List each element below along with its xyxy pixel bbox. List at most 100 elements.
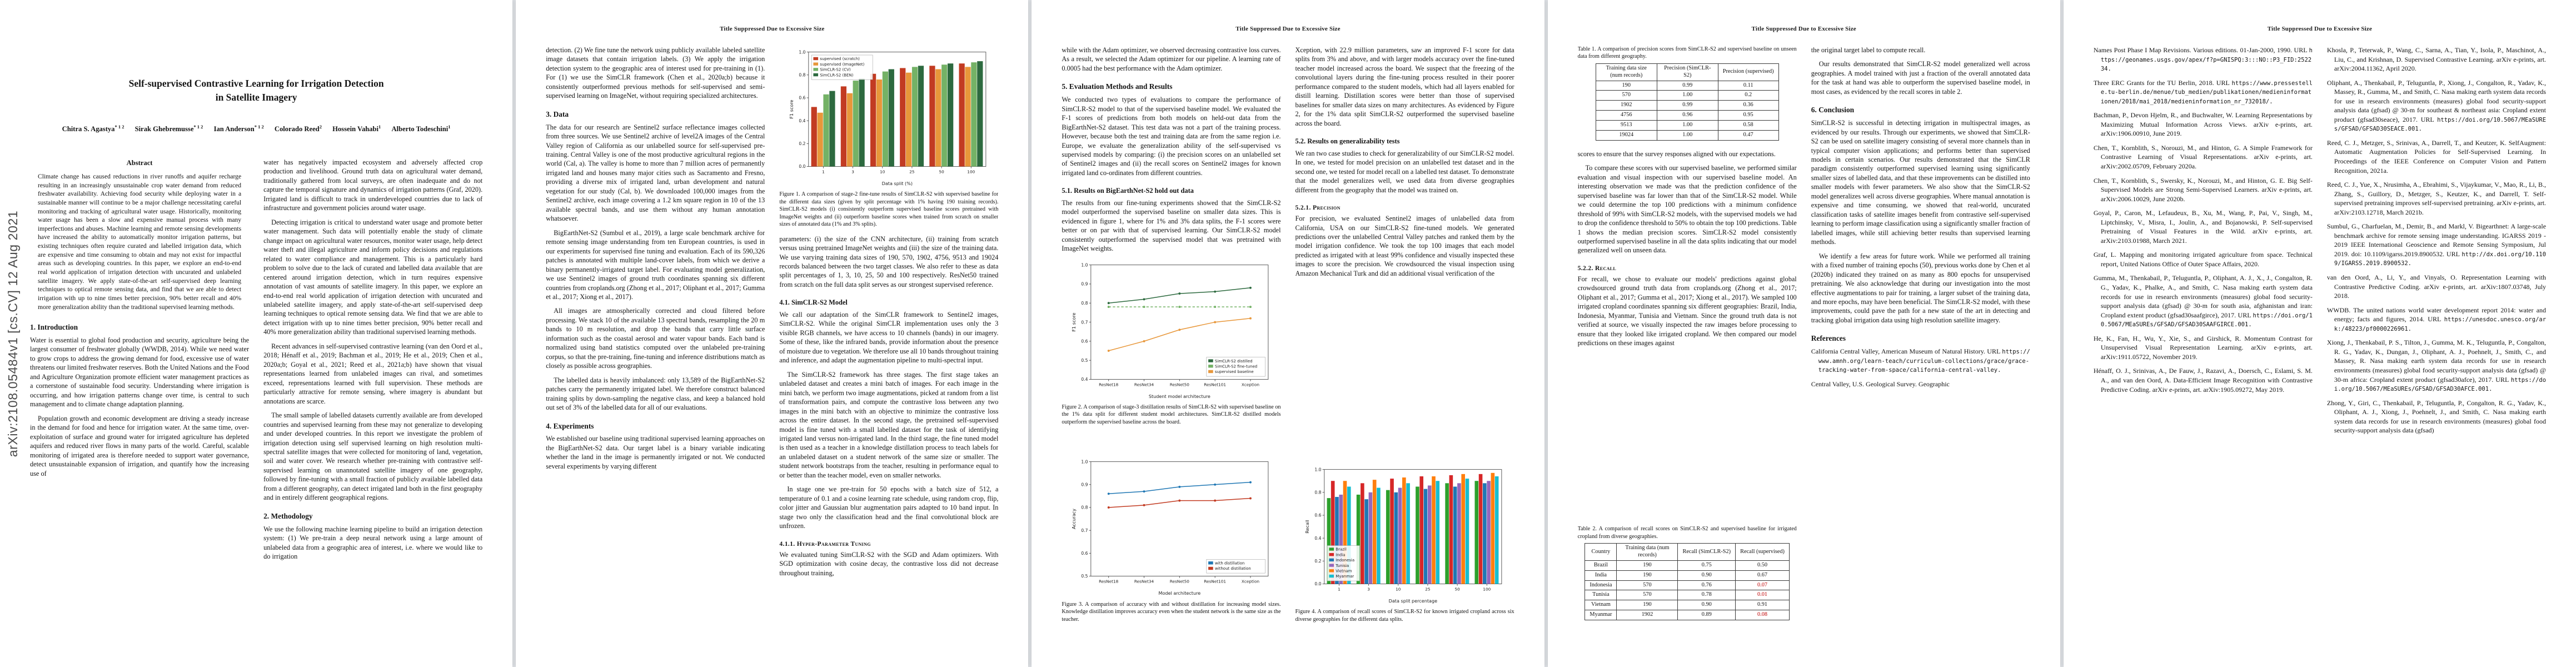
reference-entry: Names Post Phase I Map Revisions. Variou… <box>2094 46 2313 73</box>
paragraph: Water is essential to global food produc… <box>30 336 250 409</box>
reference-url-link[interactable]: https://doi.org/10.5067/MEaSUREs/GFSAD/G… <box>2334 116 2547 133</box>
table-cell: 1902 <box>1595 100 1657 111</box>
x-axis-label: Student model architecture <box>1149 394 1210 399</box>
bar-SimCLR-S2 (CV) <box>912 67 918 167</box>
reference-text: Chen, T., Kornblith, S., Swersky, K., No… <box>2093 176 2313 203</box>
paper-title: Self-supervised Contrastive Learning for… <box>30 77 482 105</box>
running-header: Title Suppressed Due to Excessive Size <box>2267 26 2373 32</box>
bar-Indonesia <box>1483 483 1487 584</box>
legend-swatch <box>1329 552 1334 556</box>
point-SimCLR-S2 distilled <box>1143 298 1145 301</box>
column-header: Recall (SimCLR-S2) <box>1677 543 1736 561</box>
figure-2: 0.4 0.5 0.6 0.7 0.8 0.9 1.0 ResNet18 ResNet34 Res… <box>1062 260 1281 426</box>
point-without distillation <box>1249 497 1252 500</box>
x-axis-label: Model architecture <box>1159 590 1201 596</box>
reference-text: Central Valley, U.S. Geological Survey. … <box>1811 380 1950 388</box>
bar-Vietnam <box>1402 477 1406 584</box>
reference-url-link[interactable]: https://www.pressestelle.tu-berlin.de/me… <box>2100 79 2313 105</box>
x-tick-label: 25 <box>909 169 915 174</box>
figure-2-caption: Figure 2. A comparison of stage-3 distil… <box>1062 404 1281 425</box>
reference-entry: WWDB. The united nations world water dev… <box>2327 306 2546 334</box>
paragraph: SimCLR-S2 is successful in detecting irr… <box>1811 119 2030 246</box>
author: Ian Anderson* 1 2 <box>214 124 264 133</box>
reference-url-link[interactable]: https://doi.org/10.5067/MEaSUREs/GFSAD/G… <box>2100 312 2313 328</box>
legend-label: with distillation <box>1215 561 1244 566</box>
y-tick-label: 0.4 <box>1082 377 1088 382</box>
legend-label: supervised baseline <box>1215 370 1254 374</box>
table-cell: 0.07 <box>1735 580 1790 591</box>
table-cell: 0.08 <box>1735 610 1790 620</box>
running-header: Title Suppressed Due to Excessive Size <box>1235 26 1341 32</box>
page5-left-column: Names Post Phase I Map Revisions. Variou… <box>2094 46 2313 629</box>
page-4: Title Suppressed Due to Excessive Size T… <box>1547 0 2060 667</box>
reference-url-link[interactable]: http://dx.doi.org/10.1109/IGARSS.2019.89… <box>2334 251 2547 267</box>
paragraph: All images are atmospherically corrected… <box>546 307 765 370</box>
point-SimCLR-S2 fine-tuned <box>1214 305 1217 308</box>
bar-Vietnam <box>1373 479 1377 584</box>
reference-entry: Xiong, J., Thenkabail, P. S., Tilton, J.… <box>2327 338 2546 393</box>
page3-right-column: Xception, with 22.9 million parameters, … <box>1296 46 1514 629</box>
y-tick-label: 0.5 <box>1082 574 1088 579</box>
column-header: Training data size (num records) <box>1595 63 1657 81</box>
table-cell: 0.95 <box>1717 110 1779 121</box>
bar-Vietnam <box>1432 476 1436 584</box>
figure-1-chart: 0.0 0.2 0.4 0.6 0.8 1.0 1 3 10 25 50 100 Data split … <box>787 47 991 188</box>
legend-label: Brazil <box>1336 547 1347 551</box>
reference-text: Reed, C. J., Metzger, S., Srinivas, A., … <box>2326 138 2547 175</box>
reference-entry: Oliphant, A., Thenkabail, P., Teluguntla… <box>2327 78 2546 133</box>
legend-label: Indonesia <box>1336 558 1355 563</box>
table-row: Vietnam 190 0.90 0.91 <box>1585 600 1790 611</box>
bar-SimCLR-S2 (BEN) <box>977 61 983 167</box>
section-heading-conclusion: 6. Conclusion <box>1811 106 1855 115</box>
table-cell: 0.2 <box>1717 90 1779 101</box>
point-supervised baseline <box>1249 317 1252 320</box>
table-row: Brazil 190 0.75 0.50 <box>1585 560 1790 571</box>
reference-url-link[interactable]: https://unesdoc.unesco.org/ark:/48223/pf… <box>2334 316 2547 332</box>
paragraph: Recent advances in self-supervised contr… <box>263 342 483 405</box>
section-heading-methodology: 2. Methodology <box>263 511 313 520</box>
reference-url-link[interactable]: https://geonames.usgs.gov/apex/f?p=GNISP… <box>2100 47 2313 73</box>
paragraph: scores to ensure that the survey respons… <box>1577 150 1776 158</box>
author-name: Alberto Todeschini <box>391 125 449 133</box>
bar-SimCLR-S2 (CV) <box>882 71 889 167</box>
point-SimCLR-S2 fine-tuned <box>1107 305 1110 308</box>
table-cell: 0.50 <box>1735 560 1790 571</box>
paragraph: The data for our research are Sentinel2 … <box>546 123 765 223</box>
legend-swatch <box>1208 567 1213 570</box>
point-supervised baseline <box>1143 340 1145 342</box>
paragraph: detection. (2) We fine tune the network … <box>546 46 765 100</box>
reference-url-link[interactable]: https://www.amnh.org/learn-teach/curricu… <box>1818 349 2030 374</box>
reference-url-link[interactable]: https://doi.org/10.5067/MEaSUREs/GFSAD/G… <box>2334 376 2547 393</box>
figure-1-caption: Figure 1. A comparison of stage-2 fine-t… <box>779 191 999 228</box>
legend-swatch <box>813 62 819 66</box>
author: Chitra S. Agastya* 1 2 <box>62 124 124 133</box>
y-tick-label: 0.9 <box>1082 281 1088 286</box>
abstract-text: Climate change has caused reductions in … <box>38 172 242 311</box>
paragraph: In stage one we pre-train for 50 epochs … <box>779 485 999 530</box>
bar-India <box>1449 475 1453 584</box>
paragraph: water has negatively impacted ecosystem … <box>263 158 483 212</box>
x-tick-label: 3 <box>851 169 854 174</box>
x-tick-label: ResNet101 <box>1204 579 1226 584</box>
y-tick-label: 0.8 <box>799 72 806 77</box>
paper-title-line1: Self-supervised Contrastive Learning for… <box>128 78 384 89</box>
table-cell: 190 <box>1616 560 1678 571</box>
table-cell: 0.76 <box>1677 580 1736 591</box>
column-header: Country <box>1585 543 1617 561</box>
reference-text: Bachman, P., Devon Hjelm, R., and Buchwa… <box>2093 111 2313 138</box>
column-header: Precision (SimCLR-S2) <box>1656 63 1718 81</box>
legend-swatch <box>1208 364 1213 368</box>
point-SimCLR-S2 fine-tuned <box>1143 305 1145 308</box>
point-with distillation <box>1178 486 1181 489</box>
figure-3: 0.5 0.6 0.7 0.8 0.9 1.0 ResNet18 ResNet34 ResNet… <box>1062 457 1281 623</box>
paragraph: Our results demonstrated that SimCLR-S2 … <box>1811 60 2030 96</box>
paragraph: The SimCLR-S2 framework has three stages… <box>779 370 999 479</box>
author-name: Hossein Vahabi <box>332 125 379 133</box>
x-tick-label: ResNet50 <box>1170 579 1190 584</box>
paragraph: The results from our fine-tuning experim… <box>1062 198 1281 253</box>
bar-Brazil <box>1416 486 1420 584</box>
paragraph: We conducted two types of evaluations to… <box>1062 96 1281 177</box>
x-tick-label: 100 <box>967 169 975 174</box>
paragraph: The labelled data is heavily imbalanced:… <box>546 376 765 412</box>
page1-right-column: water has negatively impacted ecosystem … <box>263 158 482 667</box>
